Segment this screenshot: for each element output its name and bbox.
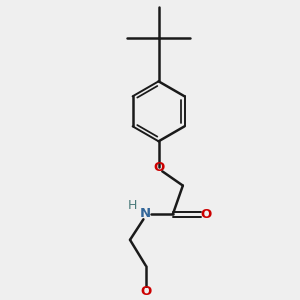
Text: O: O <box>200 208 211 220</box>
Text: H: H <box>128 199 137 212</box>
Text: O: O <box>153 160 164 173</box>
Text: N: N <box>140 207 151 220</box>
Text: O: O <box>140 285 151 298</box>
